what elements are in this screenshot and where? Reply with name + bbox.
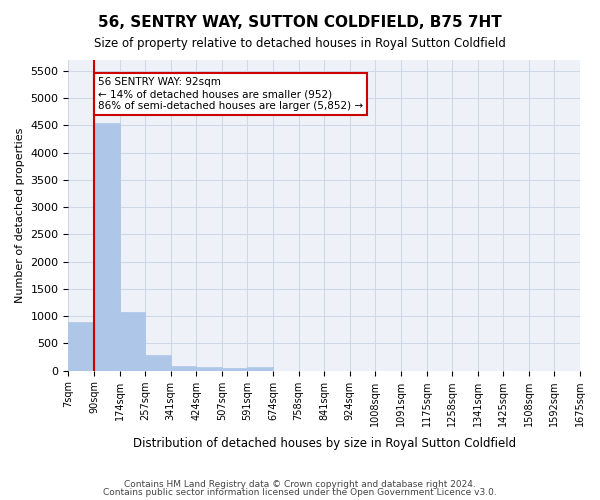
Bar <box>222 368 247 370</box>
Text: 56, SENTRY WAY, SUTTON COLDFIELD, B75 7HT: 56, SENTRY WAY, SUTTON COLDFIELD, B75 7H… <box>98 15 502 30</box>
Bar <box>68 322 94 370</box>
Bar <box>196 367 222 370</box>
X-axis label: Distribution of detached houses by size in Royal Sutton Coldfield: Distribution of detached houses by size … <box>133 437 516 450</box>
Text: 56 SENTRY WAY: 92sqm
← 14% of detached houses are smaller (952)
86% of semi-deta: 56 SENTRY WAY: 92sqm ← 14% of detached h… <box>98 78 363 110</box>
Bar <box>171 366 196 370</box>
Bar <box>119 312 145 370</box>
Bar <box>247 368 273 370</box>
Bar <box>145 356 171 370</box>
Text: Contains public sector information licensed under the Open Government Licence v3: Contains public sector information licen… <box>103 488 497 497</box>
Y-axis label: Number of detached properties: Number of detached properties <box>15 128 25 303</box>
Text: Contains HM Land Registry data © Crown copyright and database right 2024.: Contains HM Land Registry data © Crown c… <box>124 480 476 489</box>
Text: Size of property relative to detached houses in Royal Sutton Coldfield: Size of property relative to detached ho… <box>94 38 506 51</box>
Bar <box>94 122 119 370</box>
